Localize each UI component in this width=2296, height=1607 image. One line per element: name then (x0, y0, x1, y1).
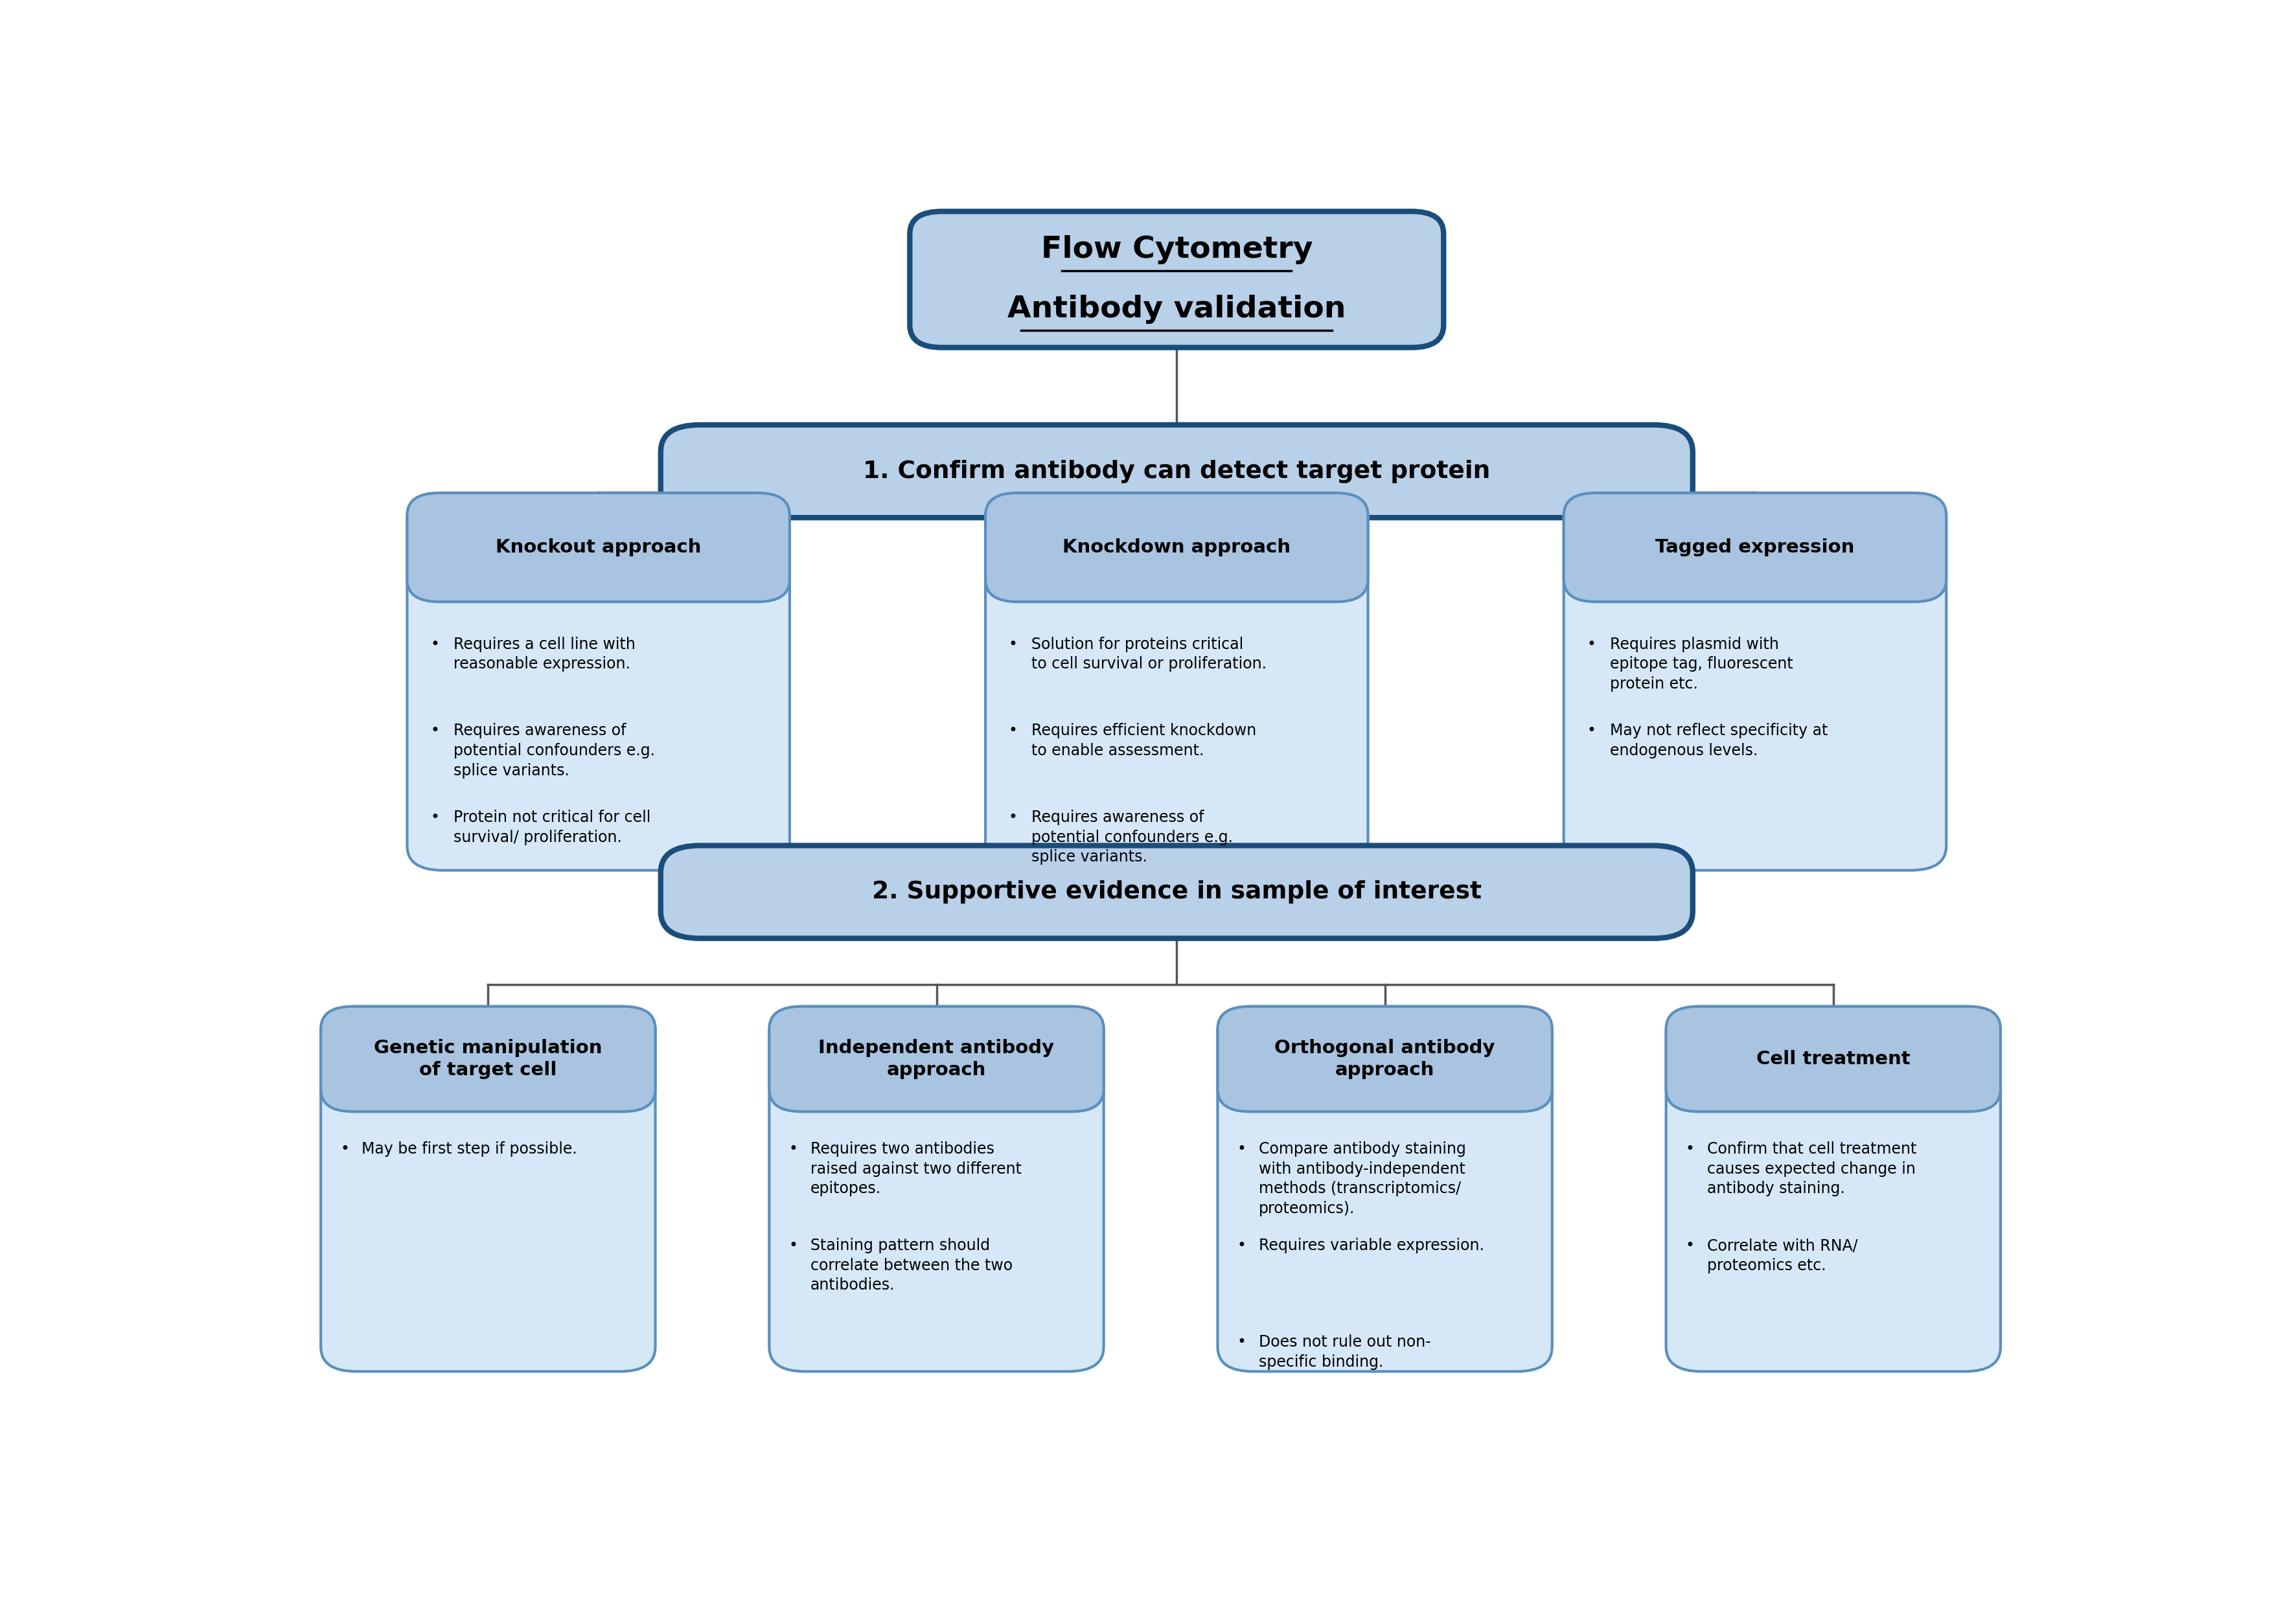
Text: Orthogonal antibody
approach: Orthogonal antibody approach (1274, 1038, 1495, 1080)
Text: Does not rule out non-
specific binding.: Does not rule out non- specific binding. (1258, 1334, 1430, 1369)
FancyBboxPatch shape (406, 493, 790, 871)
Text: •: • (1685, 1237, 1694, 1253)
Text: •: • (429, 636, 439, 652)
FancyBboxPatch shape (1667, 1006, 2000, 1112)
Text: Antibody validation: Antibody validation (1008, 294, 1345, 323)
FancyBboxPatch shape (1564, 493, 1947, 871)
Text: •: • (790, 1237, 797, 1253)
FancyBboxPatch shape (321, 1006, 654, 1112)
Text: Requires plasmid with
epitope tag, fluorescent
protein etc.: Requires plasmid with epitope tag, fluor… (1609, 636, 1793, 691)
FancyBboxPatch shape (1217, 1006, 1552, 1371)
Text: •: • (1008, 636, 1017, 652)
Text: •: • (1238, 1141, 1247, 1157)
Text: Independent antibody
approach: Independent antibody approach (820, 1038, 1054, 1080)
Text: •: • (1587, 723, 1596, 739)
FancyBboxPatch shape (985, 493, 1368, 601)
Text: •: • (340, 1141, 349, 1157)
Text: Genetic manipulation
of target cell: Genetic manipulation of target cell (374, 1038, 602, 1080)
Text: Protein not critical for cell
survival/ proliferation.: Protein not critical for cell survival/ … (452, 810, 650, 845)
Text: •: • (1587, 636, 1596, 652)
Text: Requires a cell line with
reasonable expression.: Requires a cell line with reasonable exp… (452, 636, 636, 672)
Text: Compare antibody staining
with antibody-independent
methods (transcriptomics/
pr: Compare antibody staining with antibody-… (1258, 1141, 1465, 1216)
FancyBboxPatch shape (406, 493, 790, 601)
Text: Requires awareness of
potential confounders e.g.
splice variants.: Requires awareness of potential confound… (1031, 810, 1233, 865)
Text: •: • (1238, 1334, 1247, 1350)
Text: •: • (1008, 723, 1017, 739)
Text: 2. Supportive evidence in sample of interest: 2. Supportive evidence in sample of inte… (872, 881, 1481, 903)
Text: Knockout approach: Knockout approach (496, 538, 700, 556)
Text: •: • (1238, 1237, 1247, 1253)
Text: Requires efficient knockdown
to enable assessment.: Requires efficient knockdown to enable a… (1031, 723, 1256, 759)
Text: Staining pattern should
correlate between the two
antibodies.: Staining pattern should correlate betwee… (810, 1237, 1013, 1294)
Text: Confirm that cell treatment
causes expected change in
antibody staining.: Confirm that cell treatment causes expec… (1706, 1141, 1917, 1197)
Text: Requires variable expression.: Requires variable expression. (1258, 1237, 1483, 1253)
FancyBboxPatch shape (661, 424, 1692, 517)
FancyBboxPatch shape (909, 212, 1444, 347)
Text: 1. Confirm antibody can detect target protein: 1. Confirm antibody can detect target pr… (863, 460, 1490, 484)
Text: Flow Cytometry: Flow Cytometry (1040, 235, 1313, 264)
FancyBboxPatch shape (1667, 1006, 2000, 1371)
FancyBboxPatch shape (1217, 1006, 1552, 1112)
Text: Solution for proteins critical
to cell survival or proliferation.: Solution for proteins critical to cell s… (1031, 636, 1267, 672)
Text: •: • (429, 723, 439, 739)
FancyBboxPatch shape (661, 845, 1692, 938)
Text: •: • (790, 1141, 797, 1157)
FancyBboxPatch shape (769, 1006, 1104, 1112)
Text: Correlate with RNA/
proteomics etc.: Correlate with RNA/ proteomics etc. (1706, 1237, 1857, 1273)
Text: Requires two antibodies
raised against two different
epitopes.: Requires two antibodies raised against t… (810, 1141, 1022, 1197)
FancyBboxPatch shape (769, 1006, 1104, 1371)
FancyBboxPatch shape (321, 1006, 654, 1371)
Text: Tagged expression: Tagged expression (1655, 538, 1855, 556)
FancyBboxPatch shape (1564, 493, 1947, 601)
Text: Requires awareness of
potential confounders e.g.
splice variants.: Requires awareness of potential confound… (452, 723, 654, 778)
Text: Cell treatment: Cell treatment (1756, 1049, 1910, 1069)
Text: •: • (429, 810, 439, 826)
Text: May be first step if possible.: May be first step if possible. (363, 1141, 576, 1157)
Text: •: • (1685, 1141, 1694, 1157)
Text: •: • (1008, 810, 1017, 826)
Text: May not reflect specificity at
endogenous levels.: May not reflect specificity at endogenou… (1609, 723, 1828, 759)
FancyBboxPatch shape (985, 493, 1368, 871)
Text: Knockdown approach: Knockdown approach (1063, 538, 1290, 556)
